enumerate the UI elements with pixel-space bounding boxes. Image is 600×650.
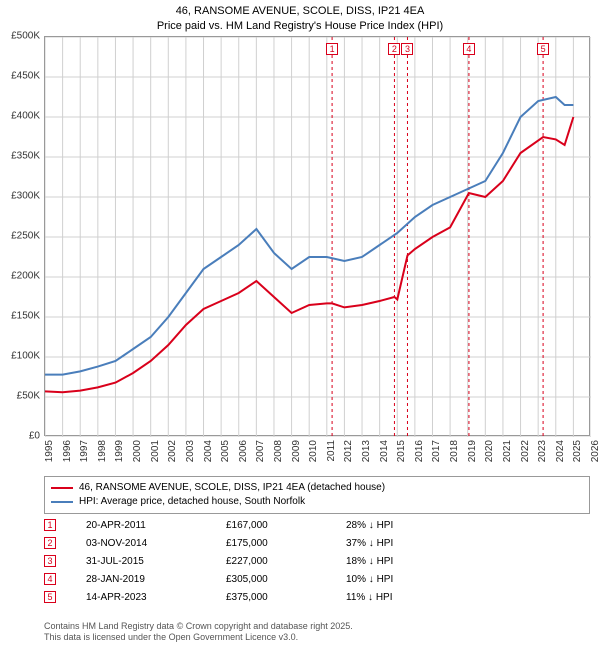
x-tick-label: 2007 xyxy=(255,440,266,462)
x-tick-label: 2002 xyxy=(167,440,178,462)
y-tick-label: £200K xyxy=(11,271,40,282)
y-tick-label: £150K xyxy=(11,311,40,322)
sale-price: £175,000 xyxy=(226,538,346,549)
title-line-2: Price paid vs. HM Land Registry's House … xyxy=(0,19,600,34)
sale-delta: 11% ↓ HPI xyxy=(346,592,590,603)
price-chart: 12345 xyxy=(44,36,590,436)
legend-swatch-hpi xyxy=(51,501,73,503)
sale-date: 28-JAN-2019 xyxy=(86,574,226,585)
x-axis: 1995 1996 1997 1998 1999 2000 2001 2002 2003 2004… xyxy=(44,438,590,472)
legend-label-hpi: HPI: Average price, detached house, Sout… xyxy=(79,495,305,509)
x-tick-label: 2013 xyxy=(361,440,372,462)
sale-price: £305,000 xyxy=(226,574,346,585)
x-tick-label: 2021 xyxy=(502,440,513,462)
sale-date: 20-APR-2011 xyxy=(86,520,226,531)
sale-price: £375,000 xyxy=(226,592,346,603)
sale-marker: 2 xyxy=(44,537,56,549)
y-tick-label: £500K xyxy=(11,31,40,42)
x-tick-label: 2018 xyxy=(449,440,460,462)
x-tick-label: 1998 xyxy=(97,440,108,462)
footnote-line-2: This data is licensed under the Open Gov… xyxy=(44,632,590,644)
y-tick-label: £300K xyxy=(11,191,40,202)
sales-table: 1 20-APR-2011£167,00028% ↓ HPI 2 03-NOV-201… xyxy=(44,516,590,606)
y-axis: £0£50K£100K£150K£200K£250K£300K£350K£400… xyxy=(0,36,42,436)
sale-row: 5 14-APR-2023£375,00011% ↓ HPI xyxy=(44,588,590,606)
sale-marker: 3 xyxy=(44,555,56,567)
sale-price: £167,000 xyxy=(226,520,346,531)
sale-row: 3 31-JUL-2015£227,00018% ↓ HPI xyxy=(44,552,590,570)
footnote-line-1: Contains HM Land Registry data © Crown c… xyxy=(44,621,590,633)
x-tick-label: 2011 xyxy=(326,440,337,462)
sale-delta: 37% ↓ HPI xyxy=(346,538,590,549)
sale-marker: 1 xyxy=(44,519,56,531)
x-tick-label: 2020 xyxy=(484,440,495,462)
x-tick-label: 2019 xyxy=(467,440,478,462)
sale-row: 4 28-JAN-2019£305,00010% ↓ HPI xyxy=(44,570,590,588)
x-tick-label: 2022 xyxy=(520,440,531,462)
legend-row-property: 46, RANSOME AVENUE, SCOLE, DISS, IP21 4E… xyxy=(51,481,583,495)
event-marker-5: 5 xyxy=(537,43,549,55)
event-marker-4: 4 xyxy=(463,43,475,55)
x-tick-label: 2005 xyxy=(220,440,231,462)
x-tick-label: 2003 xyxy=(185,440,196,462)
x-tick-label: 2026 xyxy=(590,440,600,462)
legend-swatch-property xyxy=(51,487,73,489)
sale-delta: 28% ↓ HPI xyxy=(346,520,590,531)
x-tick-label: 2017 xyxy=(431,440,442,462)
y-tick-label: £250K xyxy=(11,231,40,242)
x-tick-label: 2001 xyxy=(150,440,161,462)
x-tick-label: 2015 xyxy=(396,440,407,462)
y-tick-label: £400K xyxy=(11,111,40,122)
x-tick-label: 2012 xyxy=(343,440,354,462)
x-tick-label: 2006 xyxy=(238,440,249,462)
x-tick-label: 2024 xyxy=(555,440,566,462)
title-line-1: 46, RANSOME AVENUE, SCOLE, DISS, IP21 4E… xyxy=(0,4,600,19)
x-tick-label: 2004 xyxy=(203,440,214,462)
x-tick-label: 2010 xyxy=(308,440,319,462)
sale-row: 1 20-APR-2011£167,00028% ↓ HPI xyxy=(44,516,590,534)
x-tick-label: 1996 xyxy=(62,440,73,462)
event-marker-1: 1 xyxy=(326,43,338,55)
sale-price: £227,000 xyxy=(226,556,346,567)
x-tick-label: 2023 xyxy=(537,440,548,462)
event-marker-3: 3 xyxy=(401,43,413,55)
x-tick-label: 1995 xyxy=(44,440,55,462)
x-tick-label: 2016 xyxy=(414,440,425,462)
sale-delta: 18% ↓ HPI xyxy=(346,556,590,567)
legend-label-property: 46, RANSOME AVENUE, SCOLE, DISS, IP21 4E… xyxy=(79,481,385,495)
y-tick-label: £0 xyxy=(29,431,40,442)
legend: 46, RANSOME AVENUE, SCOLE, DISS, IP21 4E… xyxy=(44,476,590,514)
y-tick-label: £450K xyxy=(11,71,40,82)
x-tick-label: 1997 xyxy=(79,440,90,462)
sale-delta: 10% ↓ HPI xyxy=(346,574,590,585)
sale-row: 2 03-NOV-2014£175,00037% ↓ HPI xyxy=(44,534,590,552)
sale-date: 31-JUL-2015 xyxy=(86,556,226,567)
x-tick-label: 2008 xyxy=(273,440,284,462)
sale-date: 03-NOV-2014 xyxy=(86,538,226,549)
legend-row-hpi: HPI: Average price, detached house, Sout… xyxy=(51,495,583,509)
x-tick-label: 2014 xyxy=(379,440,390,462)
x-tick-label: 2009 xyxy=(291,440,302,462)
y-tick-label: £50K xyxy=(17,391,40,402)
y-tick-label: £350K xyxy=(11,151,40,162)
x-tick-label: 2025 xyxy=(572,440,583,462)
x-tick-label: 1999 xyxy=(114,440,125,462)
y-tick-label: £100K xyxy=(11,351,40,362)
sale-date: 14-APR-2023 xyxy=(86,592,226,603)
sale-marker: 5 xyxy=(44,591,56,603)
event-marker-2: 2 xyxy=(388,43,400,55)
x-tick-label: 2000 xyxy=(132,440,143,462)
sale-marker: 4 xyxy=(44,573,56,585)
footnote: Contains HM Land Registry data © Crown c… xyxy=(44,621,590,644)
